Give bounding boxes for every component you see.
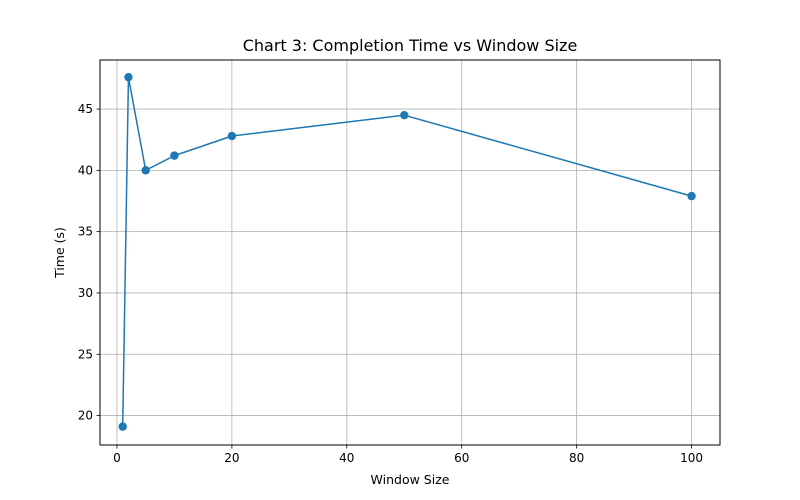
y-tick-label: 45 <box>78 102 93 116</box>
data-point-marker <box>227 131 237 141</box>
x-tick-label: 40 <box>339 451 354 465</box>
data-point-marker <box>170 151 179 160</box>
series-layer <box>118 72 696 431</box>
plot-frame <box>99 59 721 446</box>
x-axis-title: Window Size <box>371 472 450 487</box>
y-tick-label: 30 <box>78 286 93 300</box>
chart-title: Chart 3: Completion Time vs Window Size <box>243 36 578 55</box>
data-point-marker <box>400 110 409 120</box>
grid-lines <box>100 60 720 445</box>
x-tick-label: 100 <box>680 451 703 465</box>
y-tick-label: 20 <box>78 409 93 423</box>
x-tick-label: 60 <box>454 451 469 465</box>
x-axis: 0 20 40 60 80 100 <box>113 445 703 465</box>
y-axis: 20 25 30 35 40 45 <box>78 102 100 423</box>
x-tick-label: 20 <box>224 451 239 465</box>
data-point-marker <box>124 72 133 82</box>
y-axis-title: Time (s) <box>52 227 67 279</box>
y-tick-label: 40 <box>78 163 93 177</box>
data-point-marker <box>687 191 696 201</box>
y-tick-label: 25 <box>78 347 93 361</box>
data-point-marker <box>141 166 150 175</box>
y-tick-label: 35 <box>78 225 93 239</box>
x-tick-label: 80 <box>569 451 584 465</box>
x-tick-label: 0 <box>113 451 121 465</box>
data-point-marker <box>118 422 127 431</box>
